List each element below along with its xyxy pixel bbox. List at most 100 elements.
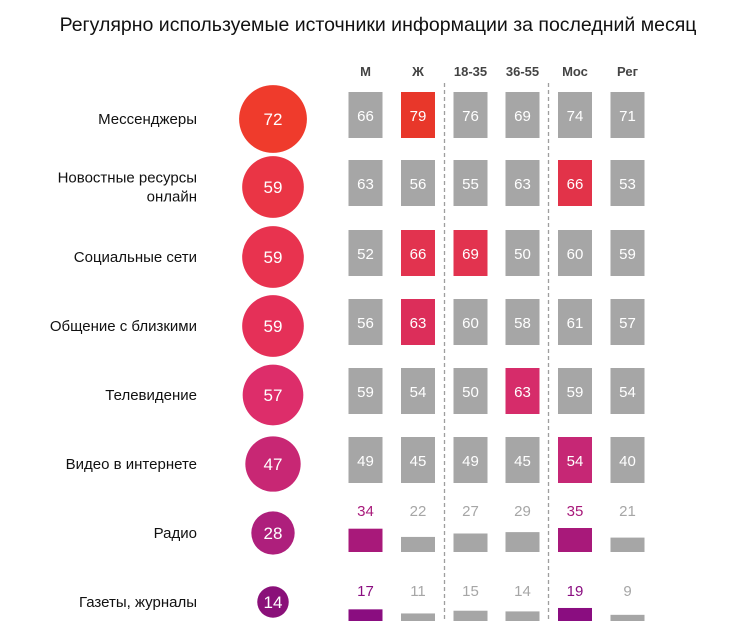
segment-value: 63 [410, 315, 427, 332]
segment-cell [401, 92, 435, 138]
segment-bar [401, 536, 435, 552]
segment-bar [348, 528, 383, 552]
total-bubble [242, 364, 304, 426]
segment-value: 61 [567, 315, 584, 332]
row-label: Общение с близкими [50, 318, 197, 335]
segment-cell [401, 160, 435, 206]
segment-cell [558, 299, 592, 345]
segment-value: 45 [410, 453, 427, 470]
segment-cell [453, 92, 488, 138]
total-value: 72 [264, 110, 283, 129]
segment-cell [558, 160, 592, 206]
segment-value: 79 [410, 108, 427, 125]
segment-bar [348, 609, 383, 621]
segment-bar [401, 613, 435, 621]
segment-cell [348, 368, 383, 414]
segment-cell [505, 368, 540, 414]
segment-cell [610, 230, 645, 276]
segment-value: 54 [410, 384, 427, 401]
total-value: 47 [264, 455, 283, 474]
segment-cell [505, 160, 540, 206]
segment-value: 71 [619, 108, 636, 125]
segment-cell [505, 92, 540, 138]
segment-value: 74 [567, 108, 584, 125]
segment-cell [610, 92, 645, 138]
segment-value: 40 [619, 453, 636, 470]
segment-value: 50 [514, 246, 531, 263]
segment-value: 63 [514, 384, 531, 401]
total-value: 59 [264, 248, 283, 267]
segment-cell [348, 160, 383, 206]
segment-value: 69 [514, 108, 531, 125]
segment-cell [453, 160, 488, 206]
segment-value: 66 [357, 108, 374, 125]
segment-cell [401, 368, 435, 414]
segment-cell [505, 299, 540, 345]
segment-value: 60 [462, 315, 479, 332]
segment-cell [453, 368, 488, 414]
segment-value: 29 [514, 503, 531, 520]
column-header: Рег [617, 64, 639, 79]
column-header: Ж [411, 64, 424, 79]
segment-cell [348, 230, 383, 276]
segment-bar [505, 532, 540, 552]
segment-value: 53 [619, 176, 636, 193]
row-label: Радио [154, 525, 197, 542]
segment-value: 54 [567, 453, 584, 470]
segment-bar [505, 611, 540, 621]
segment-value: 15 [462, 583, 479, 600]
row-label: Газеты, журналы [79, 594, 197, 611]
segment-value: 45 [514, 453, 531, 470]
segment-bar [610, 614, 645, 621]
segment-value: 11 [410, 583, 426, 600]
segment-cell [401, 230, 435, 276]
segment-value: 59 [567, 384, 584, 401]
row-label: Телевидение [105, 387, 197, 404]
column-header: 36-55 [506, 64, 539, 79]
total-value: 59 [264, 178, 283, 197]
column-header: Мос [562, 64, 588, 79]
segment-value: 49 [357, 453, 374, 470]
segment-cell [348, 92, 383, 138]
column-header: 18-35 [454, 64, 487, 79]
total-value: 28 [264, 524, 283, 543]
segment-value: 56 [357, 315, 374, 332]
row-label: Видео в интернете [66, 456, 197, 473]
segment-value: 69 [462, 246, 479, 263]
segment-value: 66 [410, 246, 427, 263]
segment-value: 57 [619, 315, 636, 332]
segment-bar [558, 607, 592, 621]
segment-bar [453, 610, 488, 621]
row-label: Новостные ресурсы [58, 170, 197, 187]
total-bubble [242, 226, 304, 288]
segment-value: 21 [619, 503, 636, 520]
segment-cell [610, 299, 645, 345]
segment-value: 34 [357, 503, 374, 520]
segment-value: 52 [357, 246, 374, 263]
total-bubble [242, 295, 304, 357]
row-label: Мессенджеры [98, 111, 197, 128]
segment-cell [348, 299, 383, 345]
segment-cell [610, 368, 645, 414]
total-bubble [245, 436, 301, 492]
total-bubble [257, 586, 289, 618]
row-label: Социальные сети [74, 249, 197, 266]
segment-value: 14 [514, 583, 531, 600]
segment-bar [453, 533, 488, 552]
segment-value: 60 [567, 246, 584, 263]
total-value: 59 [264, 317, 283, 336]
segment-cell [558, 368, 592, 414]
segment-cell [558, 92, 592, 138]
segment-cell [505, 230, 540, 276]
segment-bar [558, 528, 592, 552]
segment-value: 58 [514, 315, 531, 332]
total-bubble [242, 156, 304, 218]
segment-cell [453, 437, 488, 483]
chart-title: Регулярно используемые источники информа… [59, 14, 697, 36]
segment-value: 59 [619, 246, 636, 263]
segment-value: 63 [514, 176, 531, 193]
segment-value: 17 [357, 583, 374, 600]
segment-value: 55 [462, 176, 479, 193]
segment-value: 27 [462, 503, 479, 520]
segment-value: 19 [567, 583, 584, 600]
